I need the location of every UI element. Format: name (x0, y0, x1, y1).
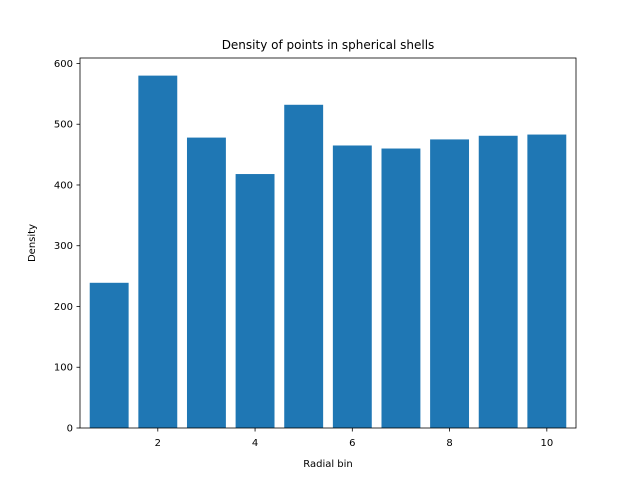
bar-10 (527, 134, 567, 428)
y-tick-label-0: 0 (67, 424, 73, 435)
chart-title: Density of points in spherical shells (222, 38, 435, 52)
y-tick-label-100: 100 (54, 363, 73, 374)
bar-1 (89, 282, 129, 428)
bar-6 (332, 145, 372, 429)
y-axis-label: Density (27, 224, 38, 262)
y-tick-label-500: 500 (54, 120, 73, 131)
bars-group (89, 75, 567, 429)
bar-4 (235, 174, 275, 428)
x-tick-label-10: 10 (540, 438, 553, 449)
plot-frame (79, 57, 577, 429)
y-tick-label-300: 300 (54, 241, 73, 252)
bar-2 (138, 75, 178, 428)
x-axis-label: Radial bin (303, 459, 353, 470)
x-tick-label-4: 4 (252, 438, 258, 449)
bar-5 (284, 104, 324, 428)
y-tick-label-600: 600 (54, 59, 73, 70)
x-tick-label-6: 6 (349, 438, 355, 449)
y-tick-label-200: 200 (54, 302, 73, 313)
bar-3 (186, 137, 226, 429)
x-axis-ticks: 2 4 6 8 10 (155, 428, 553, 449)
bar-9 (478, 135, 518, 428)
y-tick-label-400: 400 (54, 180, 73, 191)
x-tick-label-2: 2 (155, 438, 161, 449)
bar-8 (430, 139, 470, 428)
x-tick-label-8: 8 (446, 438, 452, 449)
y-axis-ticks: 0 100 200 300 400 500 600 (54, 59, 80, 435)
bar-7 (381, 148, 421, 428)
